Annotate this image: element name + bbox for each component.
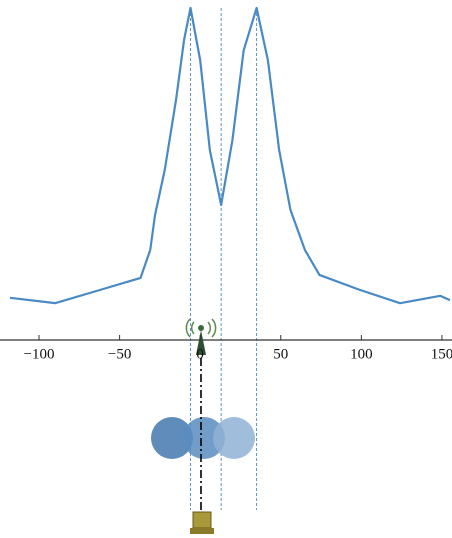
x-tick-label: 50: [273, 346, 288, 362]
curve: [9, 6, 451, 305]
x-tick-label: −100: [24, 346, 55, 362]
x-tick-label: 150: [431, 346, 452, 362]
antenna: [185, 318, 217, 355]
x-tick-label: 100: [350, 346, 373, 362]
x-tick-label: 0: [196, 346, 204, 362]
device: [190, 511, 214, 534]
x-tick-label: −50: [108, 346, 131, 362]
beam-circles: [151, 417, 255, 459]
